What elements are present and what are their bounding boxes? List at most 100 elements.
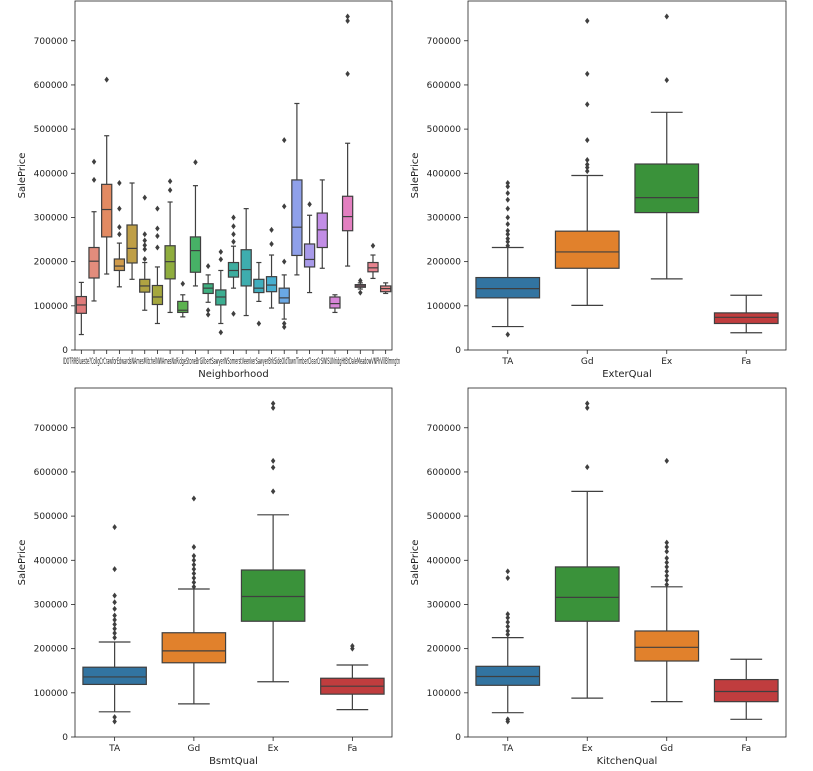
box-Gd xyxy=(634,457,700,703)
y-axis-label: SalePrice xyxy=(17,153,28,199)
box-body xyxy=(278,287,290,304)
outlier-point xyxy=(142,194,147,201)
outlier-point xyxy=(281,137,287,144)
outlier-point xyxy=(112,718,117,725)
outlier-point xyxy=(270,457,276,464)
outlier-point xyxy=(112,625,117,632)
chart-panel-3: 0 100000 200000 300000 400000 500000 600000 700… xyxy=(410,387,787,767)
box-body xyxy=(634,163,700,214)
y-tick-label: 0 xyxy=(455,733,461,743)
y-axis-label: SalePrice xyxy=(17,540,28,586)
axes-frame xyxy=(74,0,393,351)
box-Fa xyxy=(713,294,779,334)
outlier-point xyxy=(104,76,109,83)
outlier-point xyxy=(505,214,510,221)
box-body xyxy=(240,249,252,287)
outlier-point xyxy=(155,225,160,232)
box-NWAmes xyxy=(164,178,176,314)
chart-panel-2: 0 100000 200000 300000 400000 500000 600000 700… xyxy=(17,387,393,767)
outlier-point xyxy=(142,237,147,244)
box-body xyxy=(475,276,541,299)
outlier-point xyxy=(142,255,147,262)
x-tick-label: Gd xyxy=(188,744,201,754)
outlier-point xyxy=(664,563,669,570)
outlier-point xyxy=(91,158,97,165)
chart-panel-0: 0 100000 200000 300000 400000 500000 600000 700… xyxy=(17,0,400,380)
y-tick-label: 0 xyxy=(455,346,461,356)
x-tick-label: Ex xyxy=(268,744,280,754)
outlier-point xyxy=(91,176,97,183)
y-tick-label: 200000 xyxy=(34,645,69,655)
outlier-point xyxy=(505,242,510,249)
outlier-point xyxy=(191,544,197,551)
outlier-point xyxy=(256,320,262,327)
box-body xyxy=(101,183,113,238)
y-tick-label: 700000 xyxy=(34,37,69,47)
outlier-point xyxy=(664,577,669,584)
outlier-point xyxy=(505,221,510,228)
x-tick-label: Fa xyxy=(347,744,357,754)
box-body xyxy=(291,179,303,257)
outlier-point xyxy=(191,583,197,590)
outlier-point xyxy=(664,77,669,84)
x-tick-label: Fa xyxy=(741,357,751,367)
outlier-point xyxy=(505,627,510,634)
outlier-point xyxy=(142,242,147,249)
outlier-point xyxy=(112,605,117,612)
outlier-point xyxy=(205,307,211,314)
box-body xyxy=(240,569,306,622)
outlier-point xyxy=(281,258,287,265)
outlier-point xyxy=(505,619,510,626)
outlier-point xyxy=(505,205,510,212)
axes-frame xyxy=(74,387,393,738)
y-tick-label: 500000 xyxy=(34,512,69,522)
outlier-point xyxy=(585,101,590,108)
outlier-point xyxy=(205,263,211,270)
box-StoneBr xyxy=(189,159,202,287)
y-tick-label: 300000 xyxy=(427,213,462,223)
outlier-point xyxy=(155,233,160,240)
box-CollgCr xyxy=(101,76,113,275)
box-SawyerW xyxy=(215,248,227,336)
outlier-point xyxy=(370,242,376,249)
outlier-point xyxy=(505,238,510,245)
outlier-point xyxy=(505,190,510,197)
outlier-point xyxy=(112,630,117,637)
box-body xyxy=(227,261,240,278)
outlier-point xyxy=(505,231,510,238)
box-Veenker xyxy=(240,208,252,317)
x-axis-label: KitchenQual xyxy=(597,756,658,767)
outlier-point xyxy=(231,214,236,221)
outlier-point xyxy=(345,70,350,77)
outlier-point xyxy=(505,631,510,638)
box-body xyxy=(554,230,620,269)
outlier-point xyxy=(585,161,590,168)
y-tick-label: 100000 xyxy=(34,302,69,312)
outlier-point xyxy=(191,552,197,559)
y-tick-label: 0 xyxy=(62,346,68,356)
outlier-point xyxy=(231,223,236,230)
y-tick-label: 700000 xyxy=(427,424,462,434)
outlier-point xyxy=(142,231,147,238)
outlier-point xyxy=(191,495,197,502)
outlier-point xyxy=(191,557,197,564)
outlier-point xyxy=(270,404,276,411)
axes-frame xyxy=(467,0,787,351)
outlier-point xyxy=(585,464,590,471)
outlier-point xyxy=(664,457,669,464)
box-TA xyxy=(82,524,147,725)
y-tick-label: 200000 xyxy=(427,645,462,655)
outlier-point xyxy=(112,566,117,573)
outlier-point xyxy=(505,568,510,575)
box-body xyxy=(189,236,202,273)
box-body xyxy=(713,678,779,703)
outlier-point xyxy=(585,400,590,407)
outlier-point xyxy=(191,561,197,568)
outlier-point xyxy=(155,205,160,212)
box-BrkSide xyxy=(265,226,278,309)
y-tick-label: 400000 xyxy=(427,556,462,566)
box-Ex xyxy=(240,400,306,683)
y-tick-label: 100000 xyxy=(427,689,462,699)
box-NridgHt xyxy=(329,294,341,314)
outlier-point xyxy=(270,488,276,495)
